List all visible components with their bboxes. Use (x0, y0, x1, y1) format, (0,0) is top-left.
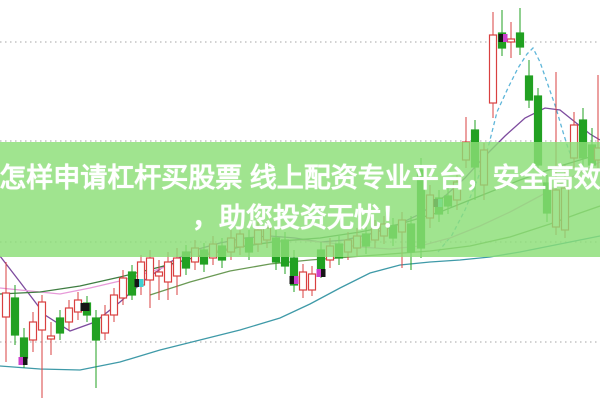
promo-banner-line-2: ，助您投资无忧！ (192, 202, 408, 233)
promo-banner[interactable]: 怎样申请杠杆买股票 线上配资专业平台，安全高效 ，助您投资无忧！ (0, 142, 600, 257)
promo-banner-line-1: 怎样申请杠杆买股票 线上配资专业平台，安全高效 (0, 162, 600, 193)
